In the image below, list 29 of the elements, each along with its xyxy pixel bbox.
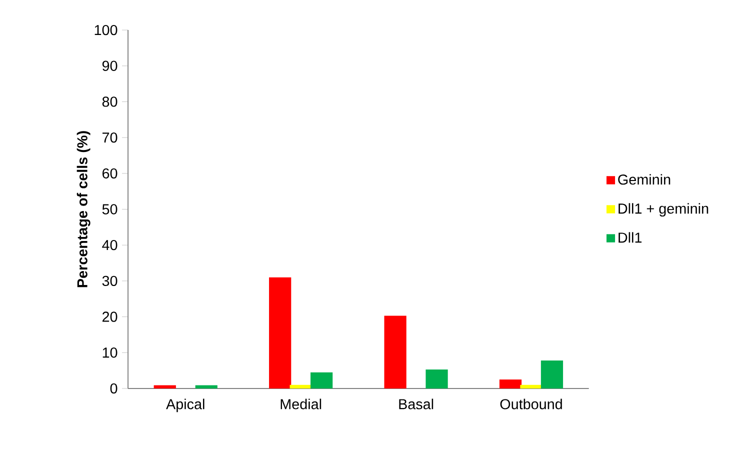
y-tick-label: 20: [102, 312, 118, 322]
bar: [384, 316, 406, 388]
bar: [269, 277, 292, 388]
legend-label: Dll1: [618, 232, 642, 242]
y-tick-label: 40: [102, 240, 118, 250]
y-tick-label: 60: [102, 168, 118, 178]
legend-label: Dll1 + geminin: [618, 203, 708, 216]
y-tick-label: 50: [102, 204, 118, 214]
bar: [195, 385, 218, 388]
y-tick-label: 70: [102, 132, 118, 143]
bar: [540, 360, 564, 388]
x-tick-label: Basal: [399, 398, 434, 410]
y-tick-label: 0: [110, 383, 118, 394]
x-tick-label: Outbound: [500, 398, 562, 410]
bar: [520, 384, 542, 388]
y-tick-label: 80: [102, 96, 118, 107]
bar: [290, 384, 312, 388]
legend-label: Geminin: [618, 174, 670, 185]
x-tick-label: Medial: [280, 398, 322, 410]
y-axis-title: Percentage of cells (%): [76, 131, 90, 287]
bar: [499, 379, 522, 388]
x-tick-label: Apical: [166, 398, 204, 412]
y-tick-label: 10: [102, 347, 118, 358]
y-tick-label: 100: [94, 24, 118, 35]
bar: [310, 372, 333, 388]
bar: [426, 369, 448, 388]
y-tick-label: 30: [102, 276, 118, 286]
y-tick-label: 90: [102, 60, 118, 71]
bar: [154, 385, 176, 388]
